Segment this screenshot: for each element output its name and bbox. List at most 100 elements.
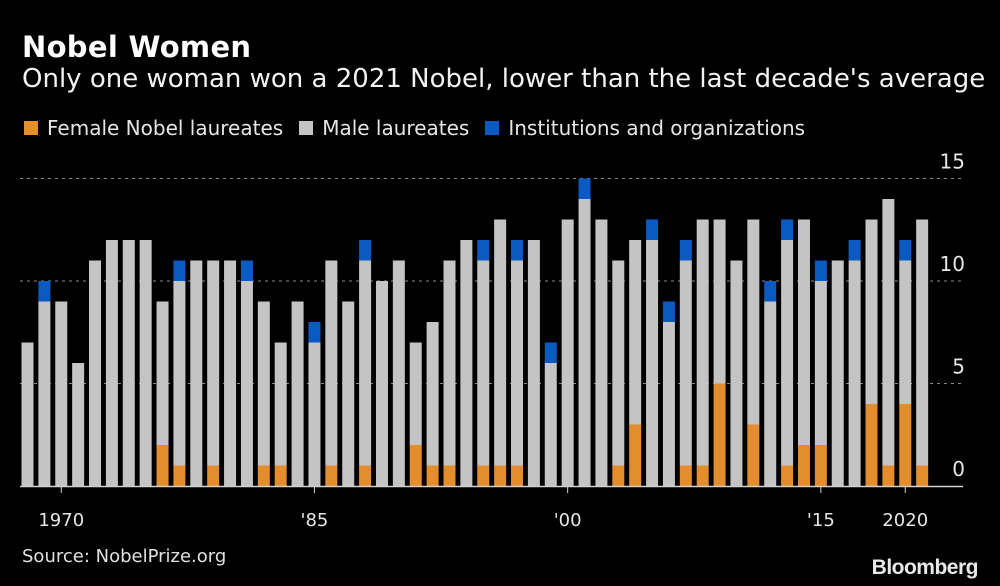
- bar-segment-female: [882, 465, 895, 486]
- bar-segment-female: [494, 465, 507, 486]
- bar-segment-male: [494, 219, 507, 466]
- bar-segment-institutions: [781, 219, 794, 240]
- bar-segment-male: [781, 240, 794, 466]
- y-tick-label: 0: [952, 457, 965, 481]
- bar-segment-institutions: [544, 342, 557, 363]
- x-tick-label: '00: [554, 510, 582, 531]
- bar-segment-male: [426, 322, 439, 466]
- bloomberg-logo: Bloomberg: [871, 556, 979, 579]
- bar-segment-male: [612, 260, 625, 466]
- bar-segment-male: [443, 260, 456, 466]
- bar-segment-institutions: [477, 240, 490, 261]
- bar-segment-male: [527, 240, 540, 486]
- bar-segment-male: [55, 301, 68, 486]
- bar-segment-female: [325, 465, 338, 486]
- source-note: Source: NobelPrize.org: [22, 546, 227, 567]
- bar-segment-institutions: [899, 240, 912, 261]
- bar-segment-female: [629, 424, 642, 486]
- bar-segment-institutions: [662, 301, 675, 322]
- bar-segment-female: [207, 465, 220, 486]
- bar-segment-institutions: [359, 240, 372, 261]
- bar-segment-male: [122, 240, 135, 486]
- bar-segment-male: [460, 240, 473, 486]
- bar-segment-male: [240, 281, 253, 486]
- bar-segment-female: [916, 465, 929, 486]
- bar-segment-male: [747, 219, 760, 425]
- bar-segment-male: [696, 219, 709, 466]
- chart-title: Nobel Women: [22, 30, 252, 64]
- bar-segment-male: [105, 240, 118, 486]
- bar-segment-institutions: [578, 178, 591, 199]
- bar-segment-female: [511, 465, 524, 486]
- bar-segment-female: [426, 465, 439, 486]
- bar-segment-institutions: [240, 260, 253, 281]
- bar-segment-male: [139, 240, 152, 486]
- bar-segment-female: [696, 465, 709, 486]
- bar-segment-female: [865, 404, 878, 486]
- bar-segment-male: [646, 240, 659, 486]
- legend-item-institutions: Institutions and organizations: [485, 116, 805, 140]
- x-tick-label: '15: [807, 510, 835, 531]
- bar-segment-male: [38, 301, 51, 486]
- legend-item-male: Male laureates: [299, 116, 469, 140]
- bar-segment-male: [173, 281, 186, 466]
- bar-segment-female: [409, 445, 422, 486]
- bar-segment-male: [257, 301, 270, 466]
- bar-segment-male: [595, 219, 608, 486]
- bar-segment-female: [612, 465, 625, 486]
- bar-segment-male: [375, 281, 388, 486]
- bar-segment-male: [831, 260, 844, 486]
- legend-item-female: Female Nobel laureates: [24, 116, 283, 140]
- bar-segment-female: [477, 465, 490, 486]
- bar-segment-female: [173, 465, 186, 486]
- bar-segment-male: [511, 260, 524, 466]
- bar-segment-male: [72, 363, 85, 486]
- x-tick-label: '85: [301, 510, 329, 531]
- bar-segment-male: [797, 219, 810, 445]
- bar-segment-male: [865, 219, 878, 404]
- bar-segment-male: [882, 199, 895, 466]
- bar-segment-male: [342, 301, 355, 486]
- bar-segment-male: [156, 301, 169, 445]
- bar-segment-female: [797, 445, 810, 486]
- bar-segment-male: [359, 260, 372, 466]
- legend-swatch-female: [24, 121, 38, 135]
- legend-swatch-institutions: [485, 121, 500, 135]
- bar-segment-institutions: [308, 322, 321, 343]
- bar-segment-male: [89, 260, 102, 486]
- x-tick-label: 1970: [38, 510, 84, 531]
- y-tick-label: 5: [952, 355, 965, 379]
- bar-segment-female: [814, 445, 827, 486]
- bar-segment-female: [899, 404, 912, 486]
- bar-segment-male: [291, 301, 304, 486]
- bar-segment-male: [578, 199, 591, 486]
- bar-segment-male: [308, 342, 321, 486]
- x-tick-label: 2020: [882, 510, 928, 531]
- y-tick-label: 15: [940, 150, 965, 174]
- legend-label-male: Male laureates: [322, 116, 470, 140]
- bar-segment-male: [409, 342, 422, 445]
- bar-segment-female: [257, 465, 270, 486]
- bar-segment-male: [916, 219, 929, 466]
- y-tick-label: 10: [940, 252, 965, 276]
- bar-segment-institutions: [646, 219, 659, 240]
- bar-segment-institutions: [173, 260, 186, 281]
- bar-segment-female: [713, 383, 726, 486]
- bar-segment-male: [561, 219, 574, 486]
- bar-segment-male: [814, 281, 827, 445]
- legend-label-institutions: Institutions and organizations: [508, 116, 806, 140]
- bar-segment-female: [156, 445, 169, 486]
- bar-segment-male: [713, 219, 726, 384]
- bar-segment-male: [274, 342, 287, 466]
- bar-segment-male: [190, 260, 203, 486]
- bar-segment-institutions: [764, 281, 777, 302]
- bar-segment-male: [662, 322, 675, 486]
- bar-segment-male: [392, 260, 405, 486]
- bar-segment-institutions: [814, 260, 827, 281]
- legend-swatch-male: [299, 121, 314, 135]
- bar-segment-male: [544, 363, 557, 486]
- bar-segment-male: [21, 342, 34, 486]
- bar-segment-female: [747, 424, 760, 486]
- bar-segment-male: [764, 301, 777, 486]
